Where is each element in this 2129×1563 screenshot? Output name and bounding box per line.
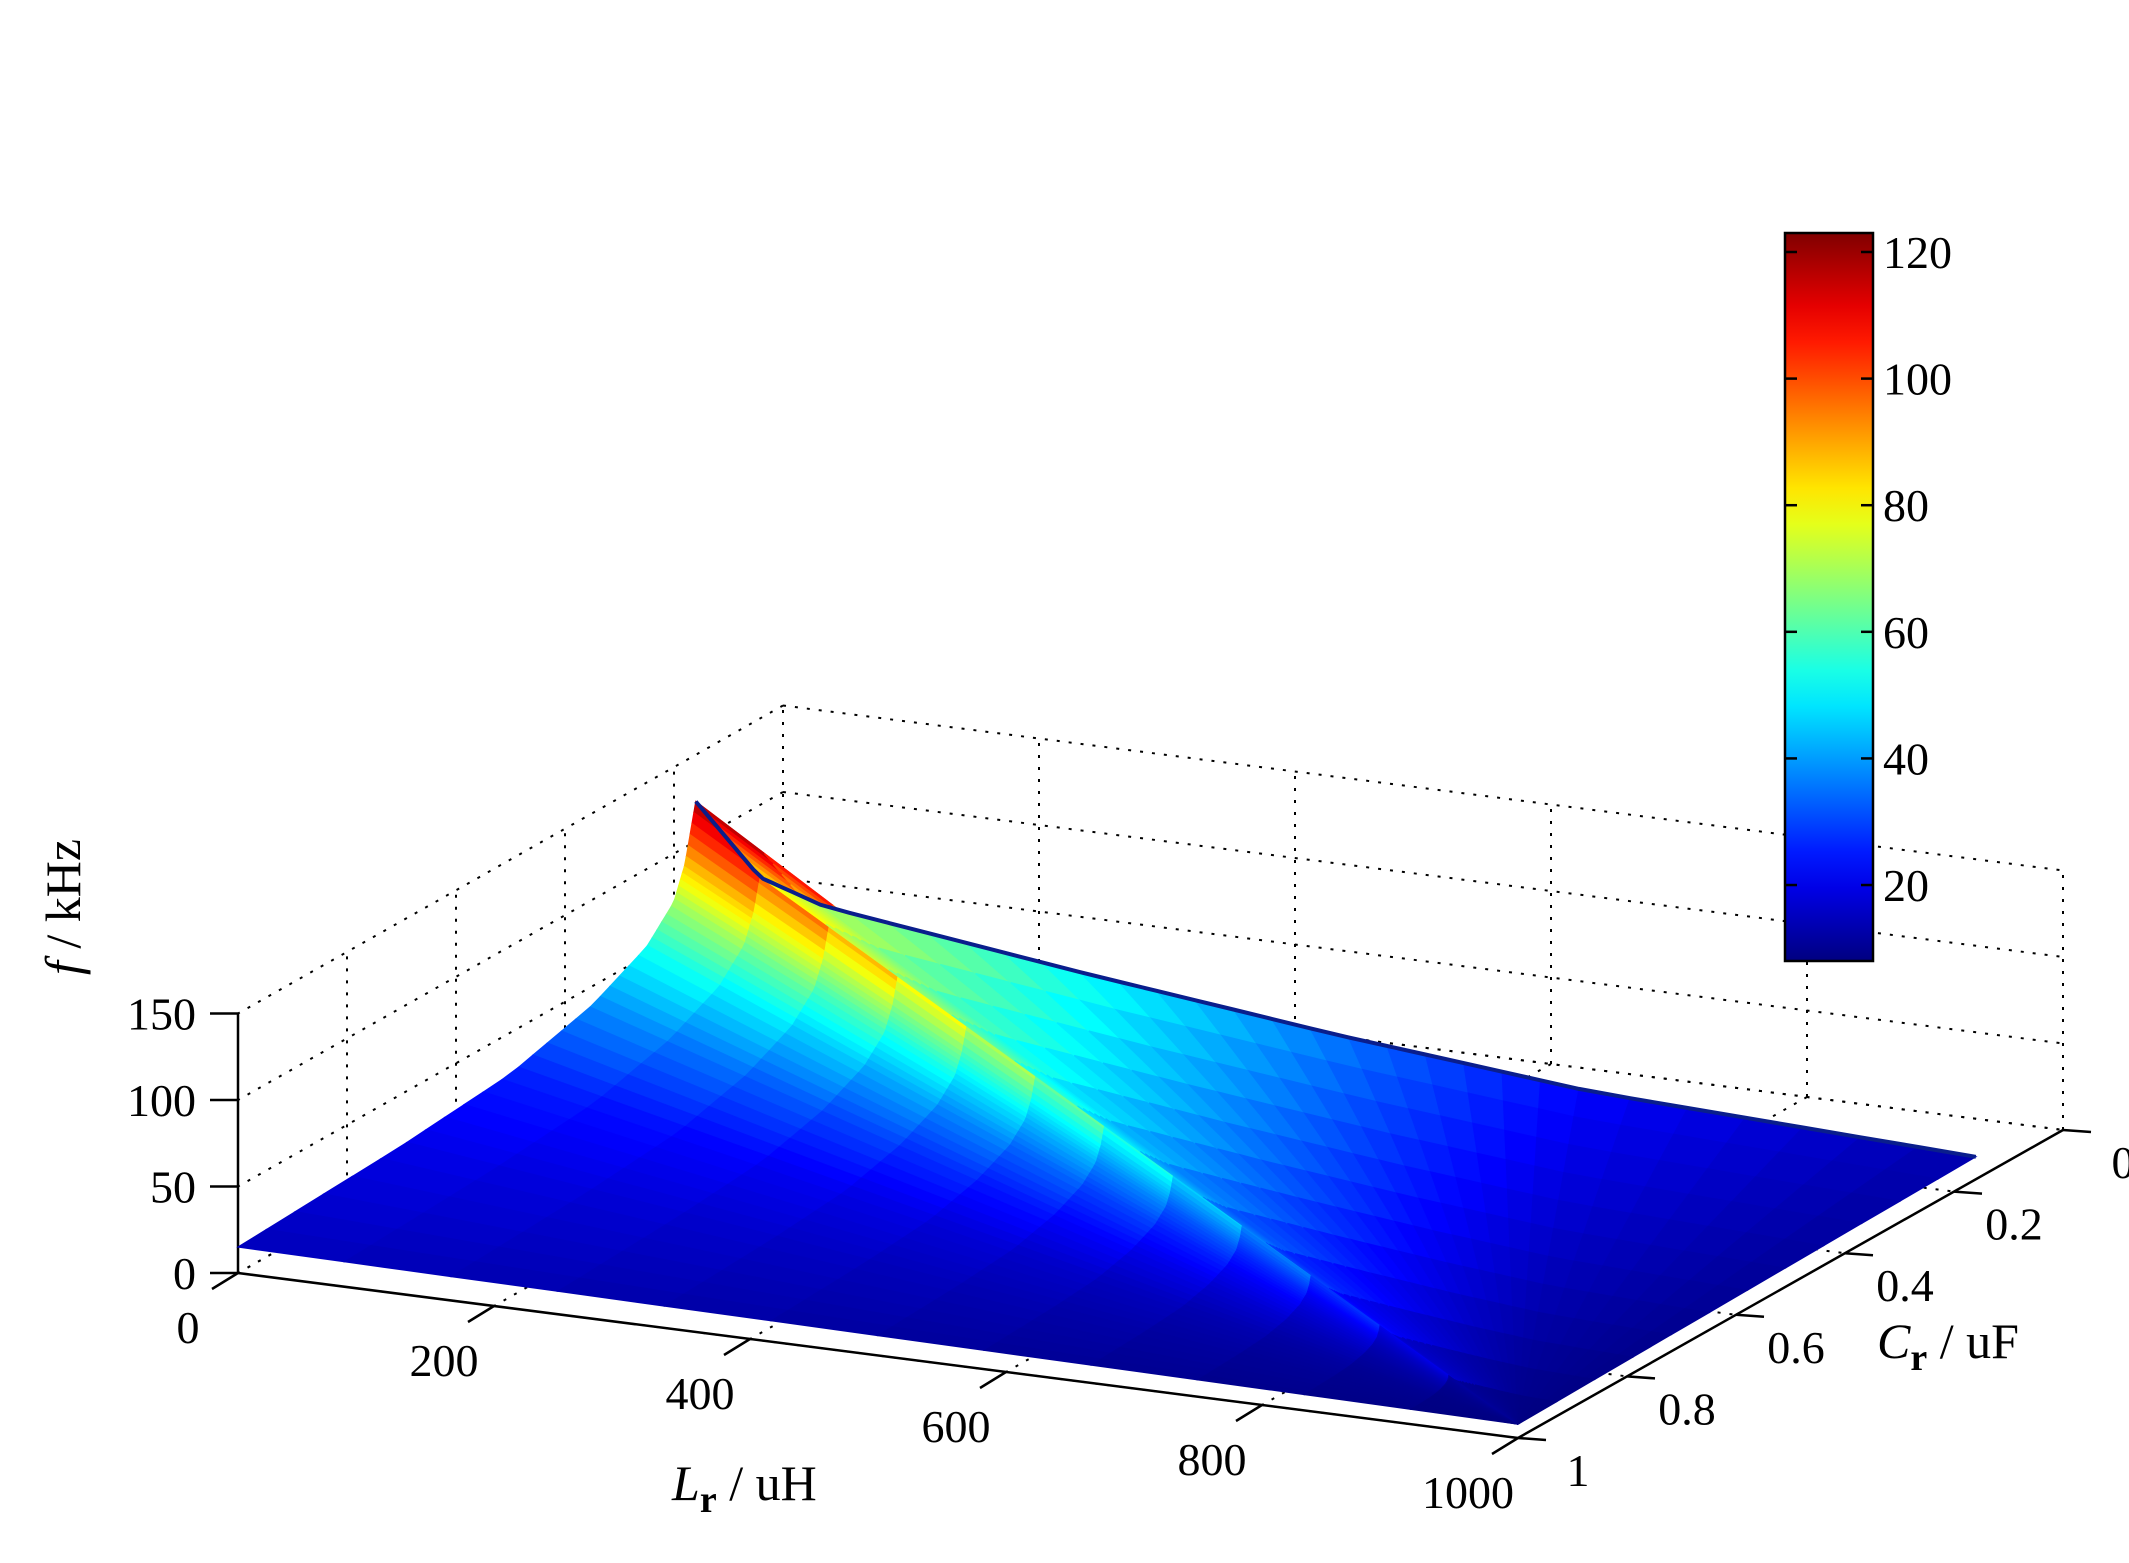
y-tick — [1517, 1436, 1547, 1442]
x-tick — [1235, 1403, 1263, 1423]
y-tick — [1735, 1313, 1765, 1319]
surface-patch — [1508, 1217, 1532, 1253]
axes: 0 200 400 600 800 1000 0 0.2 0.4 0.6 0.8 1 0 50 100 150 — [127, 989, 2129, 1519]
y-axis-line — [1517, 1128, 2064, 1440]
surface-patch — [1409, 1407, 1519, 1425]
x-tick — [723, 1337, 751, 1357]
colorbar: 20 40 60 80 100 120 — [1783, 227, 1952, 963]
surface-patch — [1510, 1276, 1529, 1311]
surface-patch — [1517, 1400, 1558, 1425]
y-tick — [1953, 1190, 1983, 1195]
x-tick-label: 400 — [666, 1368, 735, 1419]
colorbar-tick-label: 100 — [1883, 354, 1952, 405]
colorbar-tick-label: 60 — [1883, 607, 1929, 658]
x-axis-line — [237, 1271, 1519, 1440]
y-tick-label: 0.4 — [1876, 1260, 1934, 1311]
grid-line-left-z — [237, 791, 784, 1101]
z-tick-label: 150 — [127, 989, 196, 1040]
x-axis-symbol: L — [671, 1455, 700, 1511]
x-axis-unit: / uH — [717, 1455, 817, 1511]
y-tick-label: 1 — [1567, 1445, 1590, 1496]
y-axis-symbol: C — [1877, 1313, 1911, 1369]
y-axis-unit: / uF — [1927, 1313, 2019, 1369]
surface-patch — [1509, 1247, 1530, 1282]
grid-line-left-z — [237, 877, 784, 1188]
z-tick-label: 100 — [127, 1075, 196, 1126]
colorbar-tick-label: 20 — [1883, 860, 1929, 911]
x-axis-label: Lr / uH — [671, 1455, 817, 1521]
z-axis-unit: / kHz — [35, 839, 91, 961]
x-tick — [1491, 1436, 1519, 1456]
x-tick — [211, 1271, 239, 1291]
colorbar-tick-label: 40 — [1883, 733, 1929, 784]
y-axis-subscript: r — [1910, 1337, 1927, 1379]
z-tick-label: 0 — [173, 1248, 196, 1299]
x-tick-label: 600 — [922, 1401, 991, 1452]
y-axis-label: Cr / uF — [1877, 1313, 2019, 1379]
y-tick-label: 0.6 — [1767, 1322, 1825, 1373]
z-tick-label: 50 — [150, 1162, 196, 1213]
y-tick-label: 0.2 — [1985, 1199, 2043, 1250]
colorbar-bar — [1783, 231, 1875, 963]
x-tick — [979, 1370, 1007, 1390]
x-tick-label: 200 — [410, 1335, 479, 1386]
y-tick-label: 0 — [2112, 1137, 2129, 1188]
axis-labels: Lr / uH Cr / uF f / kHz — [35, 839, 2019, 1521]
surface-plot — [236, 800, 1978, 1425]
x-tick-label: 800 — [1178, 1434, 1247, 1485]
colorbar-tick-label: 120 — [1883, 227, 1952, 278]
x-tick — [467, 1304, 495, 1324]
x-tick-label: 0 — [177, 1302, 200, 1353]
z-axis-label: f / kHz — [35, 839, 91, 975]
x-axis-subscript: r — [700, 1479, 717, 1521]
surface-ridge-edge — [694, 800, 1977, 1159]
grid-line-left-z — [237, 704, 784, 1015]
colorbar-tick-label: 80 — [1883, 480, 1929, 531]
y-tick — [1844, 1251, 1874, 1257]
y-tick — [1626, 1375, 1656, 1380]
surface-patch — [1506, 1188, 1534, 1225]
y-tick-label: 0.8 — [1658, 1383, 1716, 1434]
y-tick — [2062, 1128, 2092, 1134]
x-tick-label: 1000 — [1422, 1467, 1514, 1518]
